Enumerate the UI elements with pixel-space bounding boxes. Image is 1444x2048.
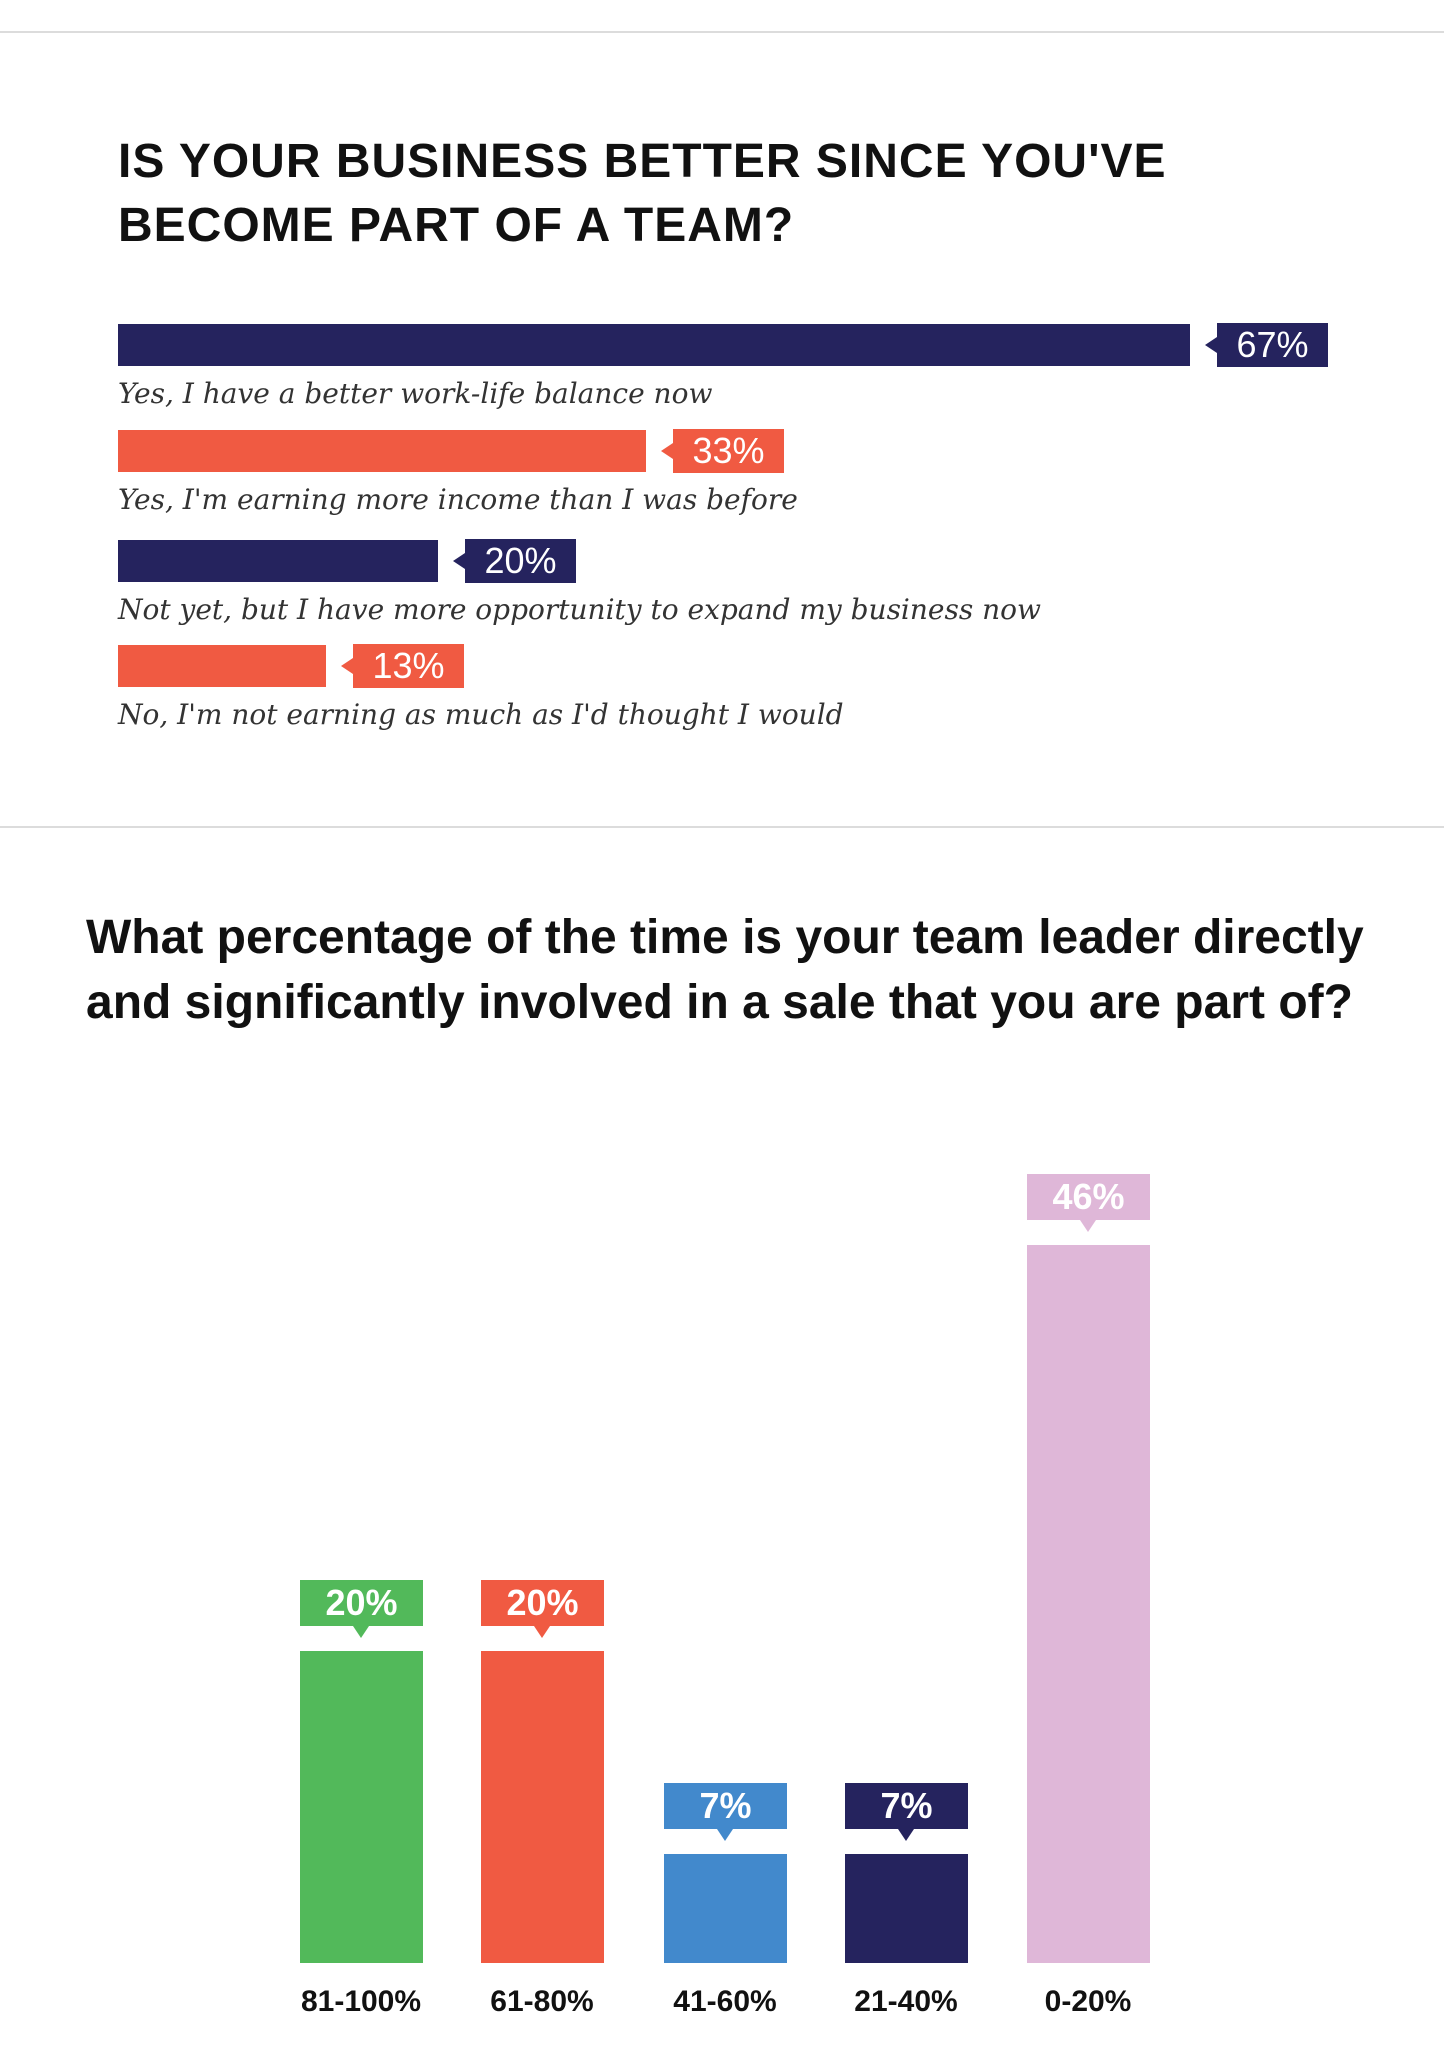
data-label: 20% — [453, 539, 576, 583]
category-label: Not yet, but I have more opportunity to … — [118, 593, 1041, 626]
bar — [118, 324, 1190, 366]
data-label: 67% — [1205, 323, 1328, 367]
data-label: 13% — [341, 644, 464, 688]
bar — [300, 1651, 423, 1963]
section-divider — [0, 826, 1444, 828]
top-divider — [0, 31, 1444, 33]
bar — [481, 1651, 604, 1963]
bar — [664, 1853, 787, 1963]
category-label: Yes, I'm earning more income than I was … — [118, 483, 798, 516]
chart2-title: What percentage of the time is your team… — [86, 911, 1364, 1029]
category-label: Yes, I have a better work-life balance n… — [118, 377, 713, 410]
bar — [845, 1853, 968, 1963]
category-label: No, I'm not earning as much as I'd thoug… — [118, 698, 844, 731]
category-label: 61-80% — [490, 1985, 594, 2018]
data-label: 46% — [1027, 1174, 1150, 1233]
category-label: 81-100% — [300, 1985, 422, 2018]
data-label: 20% — [481, 1580, 604, 1638]
category-label: 41-60% — [673, 1985, 777, 2018]
category-label: 21-40% — [854, 1985, 958, 2018]
bar — [118, 540, 438, 582]
bar — [118, 645, 326, 687]
bar — [118, 430, 646, 472]
chart1-title: IS YOUR BUSINESS BETTER SINCE YOU'VE BEC… — [118, 135, 1167, 252]
category-label: 0-20% — [1044, 1985, 1132, 2018]
data-label: 7% — [664, 1782, 787, 1841]
bar — [1027, 1245, 1150, 1963]
data-label: 20% — [300, 1580, 423, 1638]
data-label: 7% — [845, 1782, 968, 1841]
data-label: 33% — [661, 429, 784, 473]
